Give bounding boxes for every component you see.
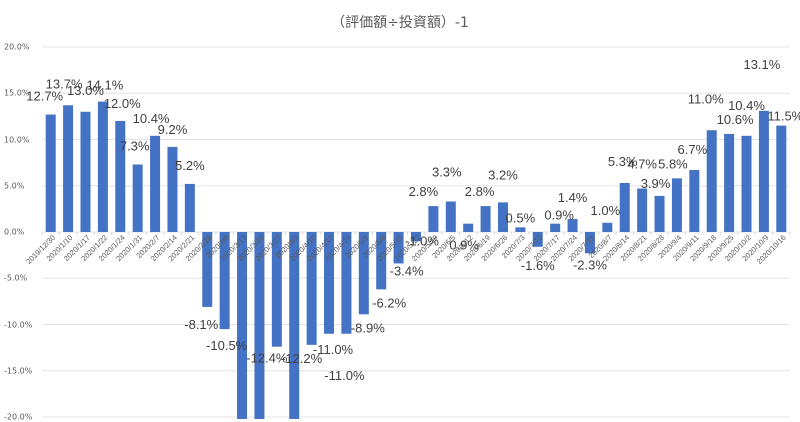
data-label: 5.3% (608, 154, 638, 169)
y-tick-label: 0.0% (4, 227, 25, 237)
data-label: 13.7% (46, 76, 83, 91)
data-label: 5.2% (175, 158, 205, 173)
bar (497, 202, 508, 232)
data-label: -11.0% (313, 342, 354, 357)
bar (306, 232, 317, 345)
data-label: -8.9% (351, 320, 385, 335)
bar (776, 125, 787, 232)
bar (202, 232, 213, 307)
bar (97, 101, 108, 232)
data-label: 0.5% (506, 210, 536, 225)
data-label: -12.4% (246, 351, 288, 366)
data-label: 3.9% (641, 176, 671, 191)
bar (463, 223, 474, 232)
y-tick-label: -10.0% (4, 320, 33, 329)
data-label: 5.8% (658, 156, 688, 171)
data-label: 14.1% (86, 78, 123, 93)
y-tick-label: 15.0% (4, 88, 30, 98)
y-tick-label: 10.0% (4, 135, 30, 144)
bar (63, 105, 74, 232)
y-tick-label: -5.0% (4, 273, 28, 283)
bar (358, 232, 369, 315)
data-label: -11.0% (324, 368, 365, 383)
data-label: -8.1% (184, 317, 218, 332)
data-label: 13.1% (743, 57, 780, 72)
bar (550, 223, 561, 232)
bar (480, 206, 491, 232)
data-label: 4.7% (627, 157, 657, 172)
y-tick-label: -20.0% (4, 412, 33, 422)
data-label: -12.2% (281, 351, 323, 366)
bar (724, 133, 735, 232)
bar (567, 219, 578, 232)
data-label: 3.3% (432, 164, 462, 179)
chart-title: （評価額÷投資額）-1 (331, 15, 469, 31)
bar (324, 232, 335, 334)
bar (654, 195, 665, 232)
data-label: -6.2% (372, 295, 406, 310)
data-label: 10.4% (728, 98, 765, 113)
bar (758, 110, 769, 232)
bar (602, 222, 613, 232)
data-label: 13.0% (67, 83, 104, 98)
bar (167, 146, 178, 232)
bar (393, 232, 404, 264)
bar (619, 182, 630, 232)
bar (689, 170, 700, 232)
y-tick-label: 5.0% (4, 181, 25, 191)
bar (411, 232, 421, 242)
data-label: 2.8% (465, 184, 495, 199)
bar (271, 232, 282, 347)
data-label: 1.0% (591, 203, 621, 218)
data-label: -2.3% (573, 257, 607, 272)
bar (584, 232, 595, 254)
data-label: 10.4% (133, 111, 170, 126)
data-label: -10.5% (206, 338, 248, 353)
bar (150, 135, 161, 232)
bar (341, 232, 352, 334)
data-label: 6.7% (678, 142, 708, 157)
data-label: 1.4% (558, 190, 588, 205)
data-label: 0.9% (449, 238, 479, 253)
y-tick-label: 20.0% (4, 42, 30, 52)
bar (428, 206, 439, 232)
bar (254, 232, 265, 419)
data-label: 10.6% (717, 112, 754, 127)
bar (219, 232, 230, 330)
bar (115, 121, 126, 232)
y-tick-label: -15.0% (4, 366, 33, 376)
data-label: -1.6% (521, 258, 555, 273)
data-label: 11.5% (767, 109, 800, 124)
bar (45, 114, 56, 232)
data-label: 2.8% (409, 184, 439, 199)
data-label: 7.3% (120, 138, 150, 153)
data-label: 3.2% (488, 167, 518, 182)
bar (706, 130, 717, 232)
data-label: -3.4% (390, 263, 424, 278)
data-label: 12.0% (104, 96, 141, 111)
data-label: 11.0% (688, 91, 724, 106)
bar (671, 178, 682, 232)
bar (376, 232, 387, 290)
data-label: 12.7% (26, 89, 63, 104)
bar (445, 201, 456, 232)
data-label: 9.2% (158, 122, 188, 137)
bar (237, 232, 248, 419)
bar (80, 111, 91, 232)
bar (532, 232, 543, 247)
bar (184, 183, 195, 232)
bar (132, 164, 143, 232)
data-label: 0.9% (544, 208, 574, 223)
bar (515, 227, 526, 232)
bar (741, 135, 752, 232)
data-label: -1.0% (405, 233, 439, 248)
bar (637, 188, 648, 232)
bar (289, 232, 300, 419)
